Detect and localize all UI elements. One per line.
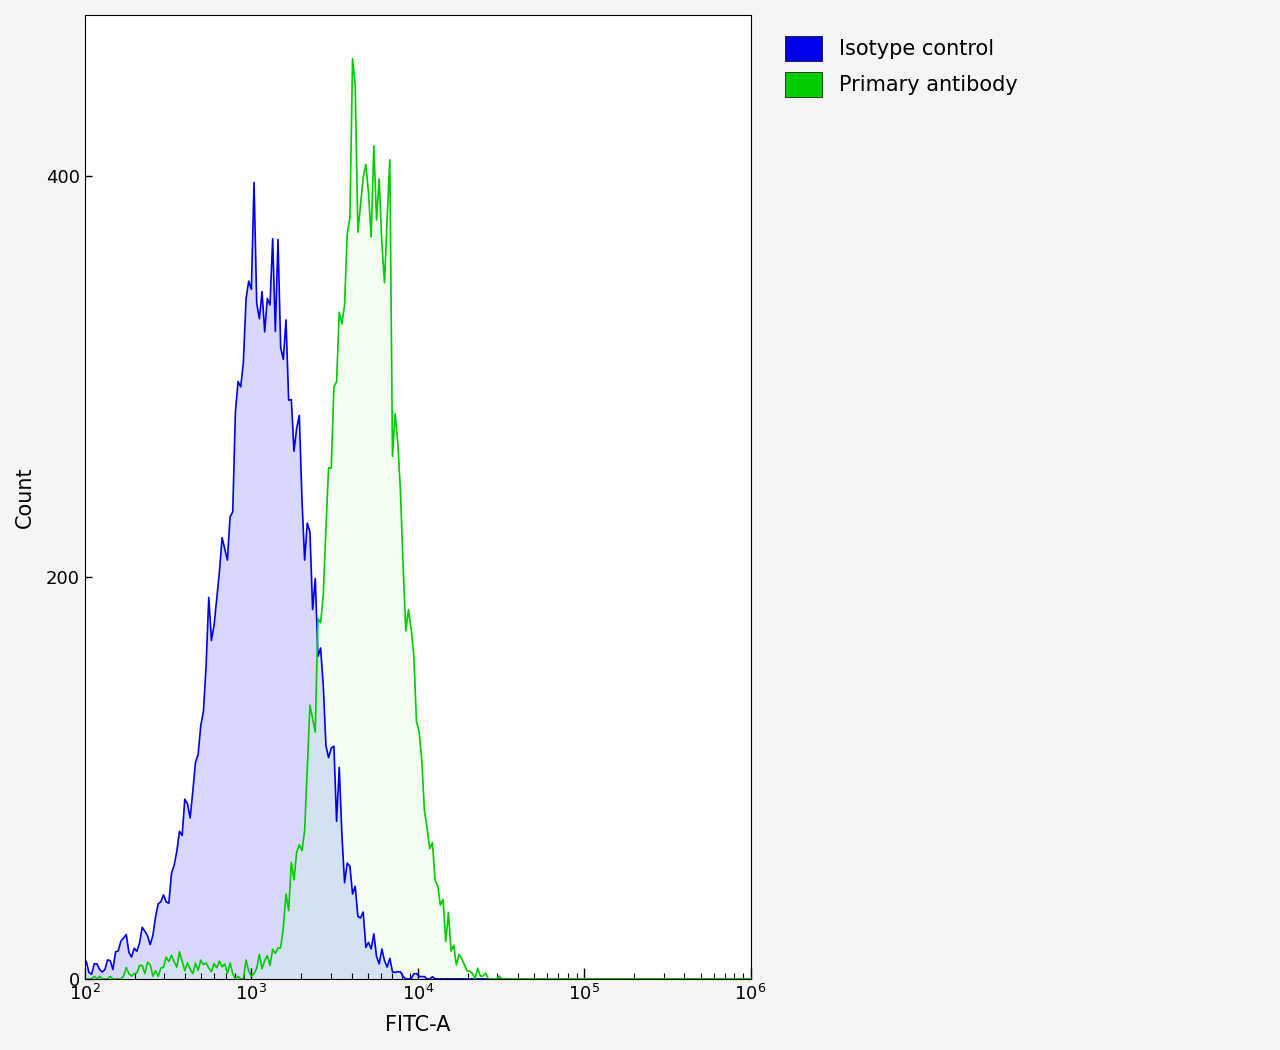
Isotype control xyxy=(348,880,364,892)
Y-axis label: Count: Count xyxy=(15,466,35,528)
Isotype control xyxy=(741,972,756,985)
Isotype control xyxy=(188,756,204,769)
Primary antibody xyxy=(344,52,360,65)
Primary antibody xyxy=(539,972,554,985)
Isotype control xyxy=(78,956,93,968)
X-axis label: FITC-A: FITC-A xyxy=(385,1015,451,1035)
Line: Isotype control: Isotype control xyxy=(86,183,749,979)
Isotype control xyxy=(356,906,371,919)
Legend: Isotype control, Primary antibody: Isotype control, Primary antibody xyxy=(774,25,1028,107)
Primary antibody xyxy=(465,967,480,980)
Primary antibody xyxy=(348,79,364,91)
Primary antibody xyxy=(356,171,371,184)
Primary antibody xyxy=(741,972,756,985)
Isotype control xyxy=(246,176,261,189)
Isotype control xyxy=(541,972,557,985)
Line: Primary antibody: Primary antibody xyxy=(86,59,749,979)
Primary antibody xyxy=(78,972,93,985)
Isotype control xyxy=(398,972,413,985)
Isotype control xyxy=(721,972,736,985)
Primary antibody xyxy=(188,957,204,969)
Primary antibody xyxy=(718,972,733,985)
Isotype control xyxy=(467,972,483,985)
